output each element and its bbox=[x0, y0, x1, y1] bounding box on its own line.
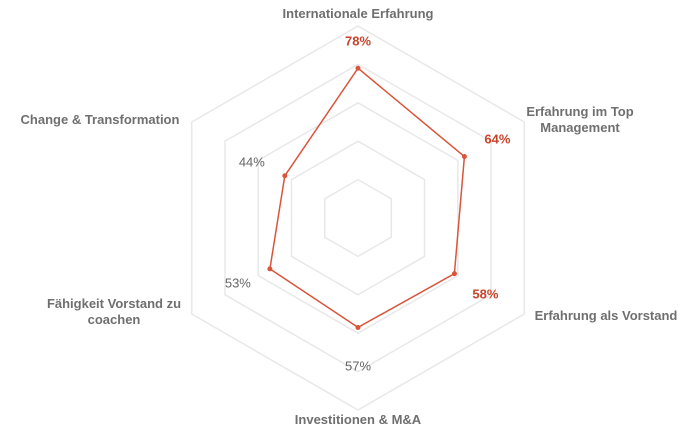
grid-ring bbox=[224, 63, 492, 373]
value-label: 58% bbox=[472, 286, 499, 302]
axis-label: Internationale Erfahrung bbox=[282, 6, 434, 21]
grid-ring bbox=[257, 101, 459, 335]
data-point bbox=[355, 324, 361, 330]
grid-ring bbox=[323, 178, 393, 258]
value-label: 78% bbox=[344, 33, 372, 49]
axis-label: Investitionen & M&A bbox=[294, 412, 422, 427]
data-point bbox=[355, 65, 361, 71]
data-point bbox=[282, 173, 288, 179]
value-label: 57% bbox=[344, 358, 372, 374]
axis-label: Erfahrung als Vorstand bbox=[534, 308, 678, 323]
axis-label: Fähigkeit Vorstand zu coachen bbox=[46, 296, 182, 327]
data-point bbox=[461, 154, 467, 160]
grid-ring bbox=[290, 140, 426, 296]
value-label: 64% bbox=[484, 131, 511, 147]
axis-label: Erfahrung im Top Management bbox=[526, 104, 634, 135]
axis-label: Change & Transformation bbox=[20, 112, 180, 127]
value-label: 53% bbox=[224, 275, 251, 291]
grid-ring bbox=[190, 25, 526, 411]
data-point bbox=[267, 266, 273, 272]
data-point bbox=[451, 271, 457, 277]
value-label: 44% bbox=[238, 154, 265, 170]
